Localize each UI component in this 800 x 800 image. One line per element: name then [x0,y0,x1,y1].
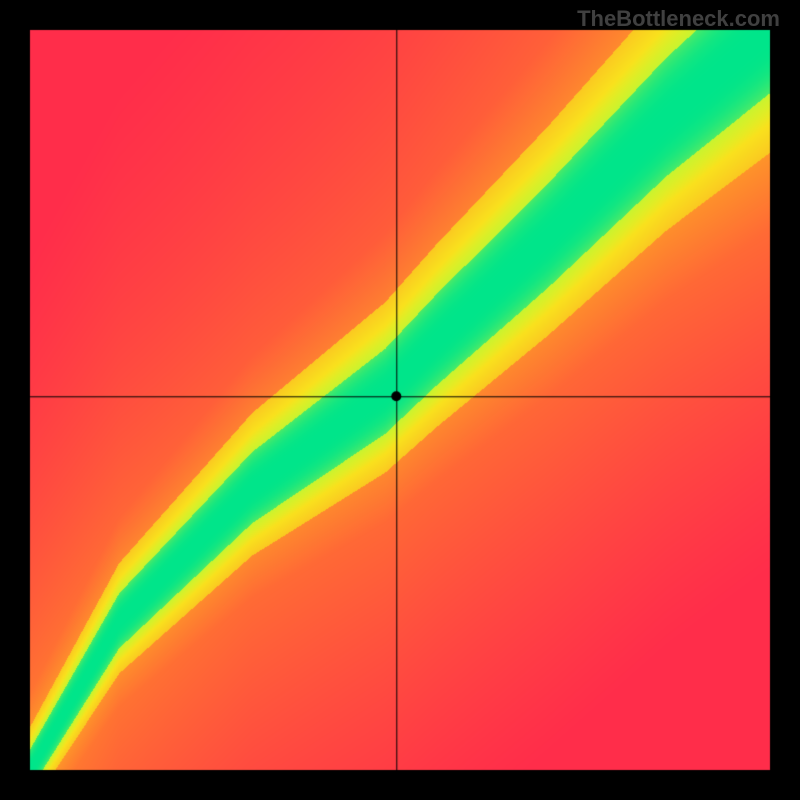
chart-container: TheBottleneck.com [0,0,800,800]
watermark-text: TheBottleneck.com [577,6,780,32]
heatmap-canvas [0,0,800,800]
